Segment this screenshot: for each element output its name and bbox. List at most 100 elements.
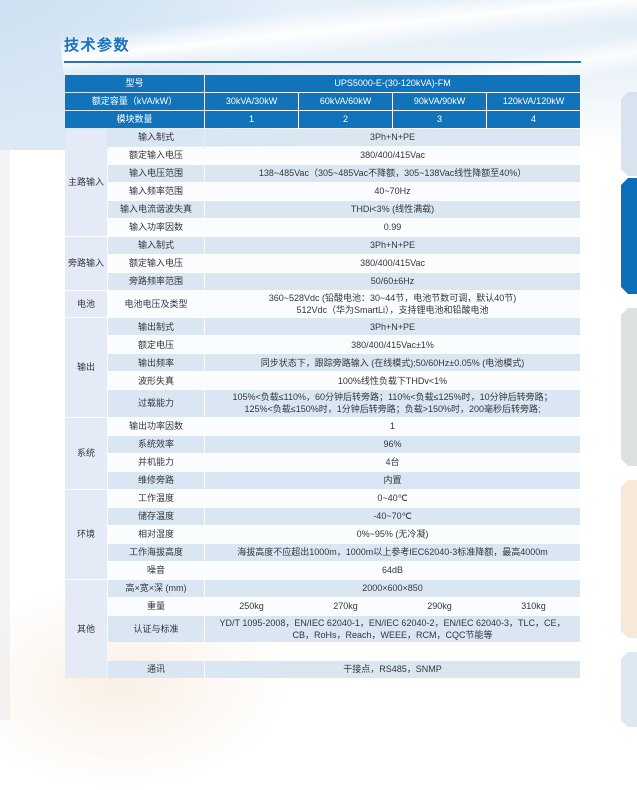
value-cell: 0.99 — [205, 219, 581, 236]
side-tab-5 — [621, 652, 637, 727]
value-cell: 干接点，RS485，SNMP — [205, 660, 581, 678]
param-label-cell: 过载能力 — [108, 390, 205, 417]
value-cell: 64dB — [205, 561, 581, 579]
model-value-cell: UPS5000-E-(30-120kVA)-FM — [205, 75, 581, 92]
table-row: 过载能力 105%<负载≤110%，60分钟后转旁路；110%<负载≤125%时，… — [65, 390, 581, 417]
value-cell: 海拔高度不应超出1000m，1000m以上参考IEC62040-3标准降额，最高… — [205, 543, 581, 561]
param-label-cell: 输入制式 — [108, 237, 205, 254]
value-cell: 138~485Vac（305~485Vac不降额，305~138Vac线性降额至… — [205, 165, 581, 182]
section-cell: 环境 — [65, 489, 107, 579]
param-label-cell: 输出制式 — [108, 318, 205, 336]
param-label-cell: 额定输入电压 — [108, 147, 205, 164]
value-cell: THDi<3% (线性满载) — [205, 201, 581, 218]
table-row: 额定电压 380/400/415Vac±1% — [65, 336, 581, 354]
param-label-cell: 输出功率因数 — [108, 417, 205, 435]
param-label-cell: 并机能力 — [108, 453, 205, 471]
value-cell: 0~40℃ — [205, 489, 581, 507]
param-label-cell: 输入功率因数 — [108, 219, 205, 236]
table-row: 通讯 干接点，RS485，SNMP — [65, 660, 581, 678]
side-tab-3 — [621, 308, 637, 466]
value-cell: 3Ph+N+PE — [205, 237, 581, 254]
value-cell: 105%<负载≤110%，60分钟后转旁路；110%<负载≤125%时，10分钟… — [205, 390, 581, 417]
model-label-cell: 型号 — [65, 75, 205, 92]
param-label-cell: 相对湿度 — [108, 525, 205, 543]
value-cell: 4台 — [205, 453, 581, 471]
section-cell: 输出 — [65, 318, 107, 417]
table-row: 输入电流谐波失真 THDi<3% (线性满载) — [65, 201, 581, 218]
table-row: 重量 250kg 270kg 290kg 310kg — [65, 597, 581, 615]
table-row: 输出 输出制式 3Ph+N+PE — [65, 318, 581, 417]
value-cell: 同步状态下，跟踪旁路输入 (在线模式);50/60Hz±0.05% (电池模式) — [205, 354, 581, 372]
table-row: 额定输入电压 380/400/415Vac — [65, 147, 581, 164]
capacity-label-cell: 额定容量（kVA/kW） — [65, 93, 205, 110]
table-row: 相对湿度 0%~95% (无冷凝) — [65, 525, 581, 543]
param-label-cell: 额定输入电压 — [108, 255, 205, 272]
title-divider — [64, 61, 581, 63]
table-row: 波形失真 100%线性负载下THDv<1% — [65, 372, 581, 390]
module-count-cell: 1 — [205, 111, 299, 128]
side-tab-1 — [621, 92, 637, 176]
table-row: 并机能力 4台 — [65, 453, 581, 471]
param-label-cell: 维修旁路 — [108, 471, 205, 489]
table-row: 输出频率 同步状态下，跟踪旁路输入 (在线模式);50/60Hz±0.05% (电… — [65, 354, 581, 372]
value-cell: 380/400/415Vac — [205, 255, 581, 272]
param-label-cell: 输入制式 — [108, 129, 205, 146]
section-cell: 其他 — [65, 579, 107, 678]
param-label-cell: 波形失真 — [108, 372, 205, 390]
param-label-cell: 通讯 — [108, 660, 205, 678]
modules-label-cell: 模块数量 — [65, 111, 205, 128]
value-cell: 250kg — [205, 597, 299, 615]
table-row: 额定输入电压 380/400/415Vac — [65, 255, 581, 272]
param-label-cell: 噪音 — [108, 561, 205, 579]
section-cell: 电池 — [65, 291, 107, 318]
value-cell: 1 — [205, 417, 581, 435]
value-cell: 290kg — [393, 597, 487, 615]
param-label-cell: 输入频率范围 — [108, 183, 205, 200]
value-cell: 380/400/415Vac±1% — [205, 336, 581, 354]
table-row-model: 型号 UPS5000-E-(30-120kVA)-FM — [65, 75, 581, 92]
section-cell: 系统 — [65, 417, 107, 489]
value-cell — [205, 643, 580, 660]
value-cell: 96% — [205, 435, 581, 453]
side-tab-2 — [621, 178, 637, 294]
param-label-cell: 额定电压 — [108, 336, 205, 354]
value-cell: 0%~95% (无冷凝) — [205, 525, 581, 543]
capacity-value-cell: 90kVA/90kW — [393, 93, 487, 110]
param-label-cell: 认证与标准 — [108, 615, 205, 642]
param-label-cell: 高×宽×深 (mm) — [108, 579, 205, 597]
param-label-cell: 系统效率 — [108, 435, 205, 453]
param-label-cell — [108, 643, 204, 660]
table-row: 输入频率范围 40~70Hz — [65, 183, 581, 200]
table-row: 系统 输出功率因数 1 — [65, 417, 581, 489]
table-row: 噪音 64dB — [65, 561, 581, 579]
page-left-edge — [0, 0, 10, 720]
param-label-cell: 输出频率 — [108, 354, 205, 372]
capacity-value-cell: 60kVA/60kW — [299, 93, 393, 110]
param-label-cell: 电池电压及类型 — [108, 291, 205, 318]
param-label-cell: 旁路频率范围 — [108, 273, 205, 290]
param-label-cell: 工作温度 — [108, 489, 205, 507]
table-row: 环境 工作温度 0~40℃ — [65, 489, 581, 579]
table-row: 认证与标准 YD/T 1095-2008，EN/IEC 62040-1，EN/IE… — [65, 615, 581, 642]
value-cell: 100%线性负载下THDv<1% — [205, 372, 581, 390]
param-label-cell: 输入电压范围 — [108, 165, 205, 182]
table-row: 旁路频率范围 50/60±6Hz — [65, 273, 581, 290]
table-row: 旁路输入 输入制式 3Ph+N+PE — [65, 237, 581, 290]
table-row: 输入电压范围 138~485Vac（305~485Vac不降额，305~138Va… — [65, 165, 581, 182]
table-row — [65, 643, 580, 660]
param-label-cell: 储存温度 — [108, 507, 205, 525]
param-label-cell: 输入电流谐波失真 — [108, 201, 205, 218]
table-row-modules: 模块数量 1 2 3 4 — [65, 111, 581, 128]
table-row: 主路输入 输入制式 3Ph+N+PE — [65, 129, 581, 236]
table-row: 输入功率因数 0.99 — [65, 219, 581, 236]
value-cell: -40~70℃ — [205, 507, 581, 525]
value-cell: 2000×600×850 — [205, 579, 581, 597]
param-label-cell: 重量 — [108, 597, 205, 615]
table-row: 系统效率 96% — [65, 435, 581, 453]
value-cell: 310kg — [487, 597, 581, 615]
value-cell: 50/60±6Hz — [205, 273, 581, 290]
table-row: 维修旁路 内置 — [65, 471, 581, 489]
value-cell: 3Ph+N+PE — [205, 318, 581, 336]
section-cell: 旁路输入 — [65, 237, 107, 290]
value-cell: 360~528Vdc (铅酸电池：30~44节，电池节数可调，默认40节) 51… — [205, 291, 581, 318]
